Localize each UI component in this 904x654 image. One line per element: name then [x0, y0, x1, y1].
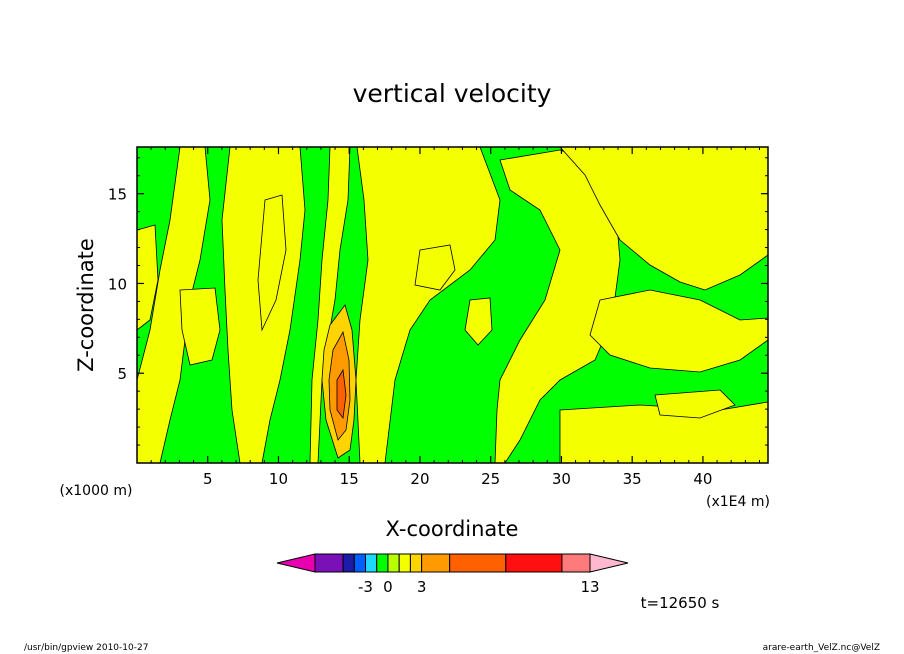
x-axis: 5 10 15 20 25 30 35 40 — [150, 147, 761, 488]
colorbar-swatch — [561, 553, 591, 573]
colorbar-low-arrow — [276, 553, 316, 573]
contour-region — [355, 146, 501, 464]
contour-region — [464, 297, 493, 346]
footer-right: arare-earth_VelZ.nc@VelZ — [763, 643, 880, 653]
colorbar-swatch — [505, 553, 563, 573]
colorbar-swatch — [376, 553, 389, 573]
colorbar-swatch — [353, 553, 367, 573]
colorbar-swatch — [449, 553, 507, 573]
x-axis-label: X-coordinate — [386, 517, 519, 541]
chart-title: vertical velocity — [353, 79, 552, 108]
colorbar-swatch — [387, 553, 400, 573]
y-tick-label: 15 — [108, 186, 127, 204]
x-tick-label: 10 — [269, 470, 288, 488]
plot-area — [136, 146, 769, 464]
contour-region — [309, 146, 351, 464]
x-tick-label: 15 — [340, 470, 359, 488]
contour-region — [654, 389, 736, 419]
colorbar-label: 3 — [417, 578, 427, 596]
y-axis-unit: (x1000 m) — [60, 483, 133, 499]
y-tick-label: 5 — [117, 365, 127, 383]
contour-regions — [136, 146, 769, 464]
contour-region — [179, 287, 221, 366]
colorbar: -3 0 3 13 — [276, 553, 629, 596]
y-tick-label: 10 — [108, 275, 127, 293]
x-tick-label: 20 — [410, 470, 429, 488]
x-tick-label: 30 — [552, 470, 571, 488]
colorbar-label: 13 — [580, 578, 599, 596]
x-tick-label: 35 — [623, 470, 642, 488]
plot-frame — [136, 146, 769, 464]
contour-region — [589, 289, 769, 373]
footer-left: /usr/bin/gpview 2010-10-27 — [24, 643, 148, 653]
contour-region — [414, 244, 456, 291]
x-tick-label: 40 — [693, 470, 712, 488]
contour-region — [136, 146, 211, 464]
x-axis-unit: (x1E4 m) — [706, 494, 770, 510]
y-axis: 5 10 15 — [108, 157, 768, 446]
colorbar-swatch — [421, 553, 451, 573]
x-tick-label: 5 — [203, 470, 213, 488]
colorbar-label: 0 — [383, 578, 393, 596]
contour-region — [336, 368, 347, 420]
colorbar-swatch — [314, 553, 344, 573]
colorbar-swatch — [398, 553, 411, 573]
colorbar-swatch — [409, 553, 423, 573]
x-tick-label: 25 — [481, 470, 500, 488]
colorbar-high-arrow — [589, 553, 629, 573]
time-label: t=12650 s — [641, 594, 720, 612]
colorbar-swatch — [365, 553, 378, 573]
contour-region — [257, 194, 287, 332]
colorbar-label: -3 — [358, 578, 373, 596]
y-axis-label: Z-coordinate — [74, 238, 98, 372]
colorbar-swatch — [342, 553, 355, 573]
